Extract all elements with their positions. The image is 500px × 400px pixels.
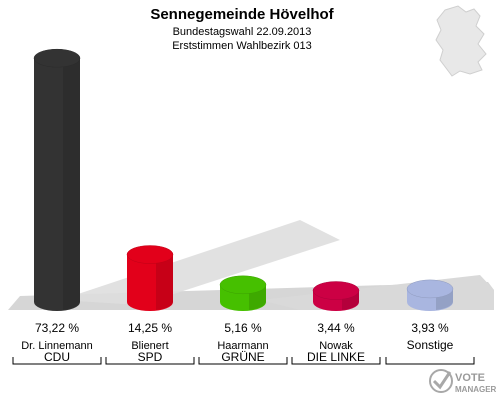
value-label-spd: 14,25 % (128, 321, 172, 335)
bar-top-sonstige (406, 279, 454, 299)
chart-subtitle-date: Bundestagswahl 22.09.2013 (173, 26, 312, 38)
party-label-cdu: CDU (44, 350, 70, 364)
bar-spd (126, 245, 174, 311)
party-label-gruene: GRÜNE (221, 350, 264, 364)
vote-manager-logo-icon (429, 369, 453, 393)
germany-map-icon (435, 5, 487, 77)
candidate-label-cdu: Dr. Linnemann (21, 340, 93, 352)
bar-gruene (219, 275, 267, 311)
bar-shade-spd (156, 254, 173, 310)
candidate-label-die-linke: Nowak (319, 340, 353, 352)
party-bracket-cdu (12, 357, 102, 365)
party-label-sonstige: Sonstige (407, 338, 454, 352)
candidate-label-spd: Blienert (131, 340, 168, 352)
bar-shade-cdu (63, 58, 80, 310)
party-bracket-die-linke (291, 357, 381, 365)
chart-subtitle-district: Erststimmen Wahlbezirk 013 (172, 40, 312, 52)
bar-top-gruene (219, 275, 267, 295)
party-bracket-sonstige (385, 357, 475, 365)
party-bracket-spd (105, 357, 195, 365)
bar-top-cdu (33, 48, 81, 68)
logo-text-vote: VOTE (455, 372, 485, 384)
logo-text-manager: MANAGER (455, 385, 497, 394)
bar-group (33, 48, 454, 311)
party-label-die-linke: DIE LINKE (307, 350, 365, 364)
value-label-gruene: 5,16 % (224, 321, 262, 335)
bar-top-spd (126, 245, 174, 264)
bar-top-die-linke (312, 281, 360, 300)
bar-sonstige (406, 279, 454, 311)
bar-cdu (33, 48, 81, 311)
bar-die-linke (312, 281, 360, 311)
value-label-cdu: 73,22 % (35, 321, 79, 335)
party-bracket-gruene (198, 357, 288, 365)
value-label-sonstige: 3,93 % (411, 321, 449, 335)
candidate-label-gruene: Haarmann (217, 340, 268, 352)
party-label-spd: SPD (138, 350, 163, 364)
value-label-die-linke: 3,44 % (317, 321, 355, 335)
chart-title: Sennegemeinde Hövelhof (150, 6, 334, 23)
